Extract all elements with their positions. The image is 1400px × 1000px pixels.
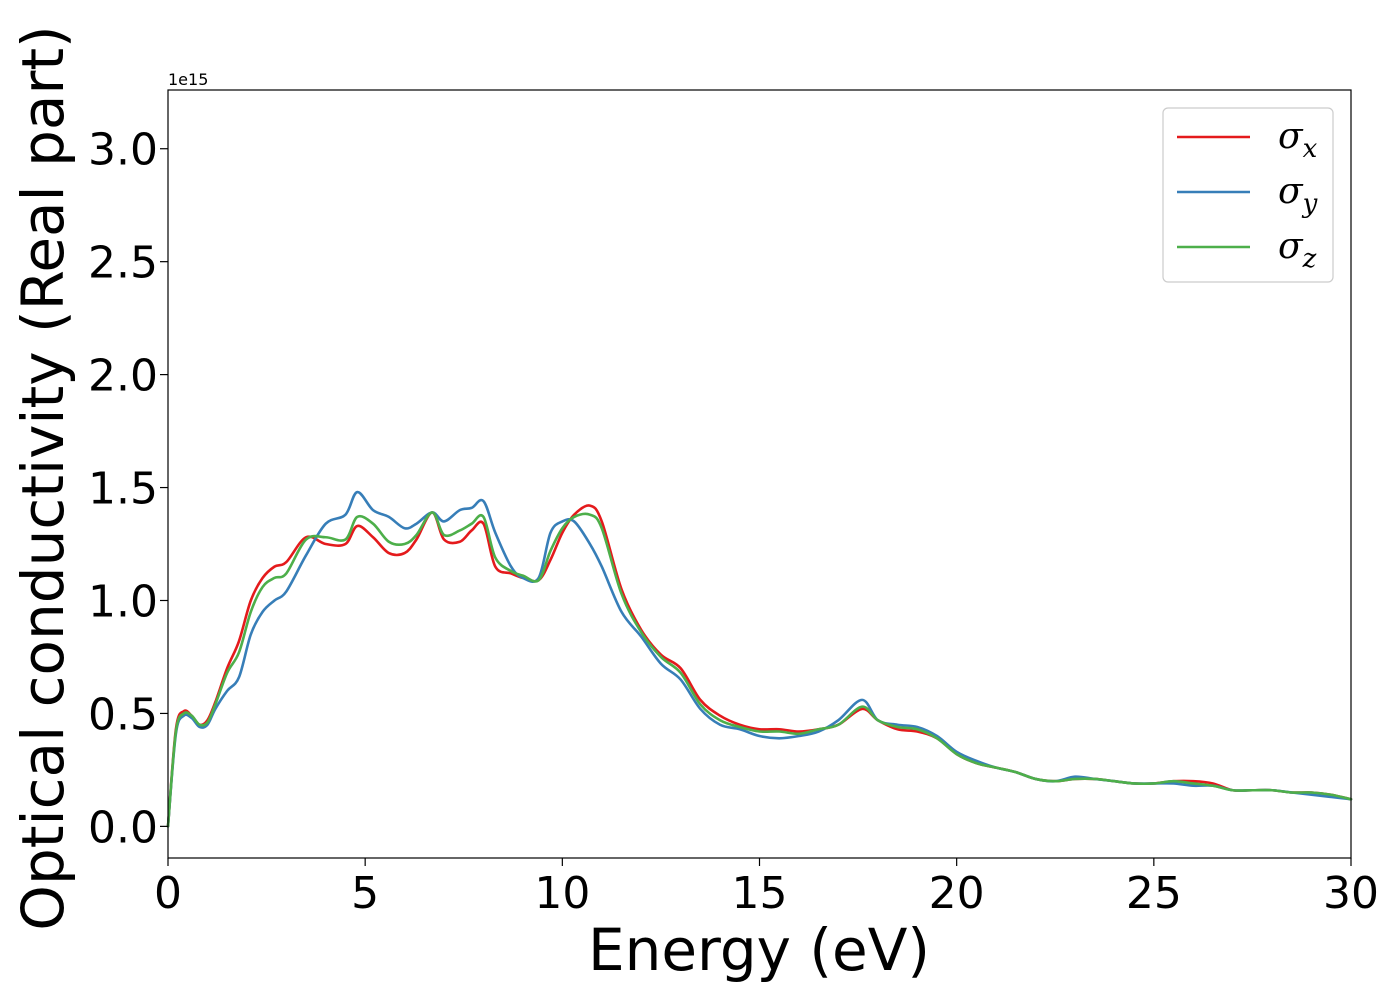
- y-tick-label: 0.0: [88, 802, 158, 853]
- legend-label-x: σx: [1278, 116, 1318, 164]
- x-axis: 0 5 10 15 20 25 30: [154, 858, 1379, 919]
- series-lines: [166, 490, 1353, 828]
- series-line-z: [166, 511, 1353, 828]
- legend-box: [1162, 107, 1334, 283]
- x-tick-label: 10: [534, 868, 590, 919]
- x-tick-label: 25: [1126, 868, 1182, 919]
- y-tick-label: 3.0: [88, 125, 158, 176]
- y-axis: 0.0 0.5 1.0 1.5 2.0 2.5 3.0: [88, 125, 168, 853]
- x-tick-label: 5: [351, 868, 379, 919]
- legend: σx σy σz: [1162, 107, 1334, 283]
- x-tick-label: 15: [732, 868, 788, 919]
- x-tick-label: 0: [154, 868, 182, 919]
- y-offset-label: 1e15: [168, 70, 208, 89]
- x-axis-label: Energy (eV): [588, 916, 930, 984]
- x-tick-label: 30: [1323, 868, 1379, 919]
- y-axis-label: Optical conductivity (Real part): [9, 25, 77, 930]
- y-tick-label: 1.5: [88, 464, 158, 515]
- y-tick-label: 1.0: [88, 576, 158, 627]
- plot-area: [166, 89, 1353, 859]
- y-tick-label: 0.5: [88, 689, 158, 740]
- legend-label-y: σy: [1278, 171, 1318, 219]
- x-tick-label: 20: [929, 868, 985, 919]
- legend-label-z: σz: [1278, 226, 1317, 274]
- y-tick-label: 2.0: [88, 351, 158, 402]
- y-tick-label: 2.5: [88, 238, 158, 289]
